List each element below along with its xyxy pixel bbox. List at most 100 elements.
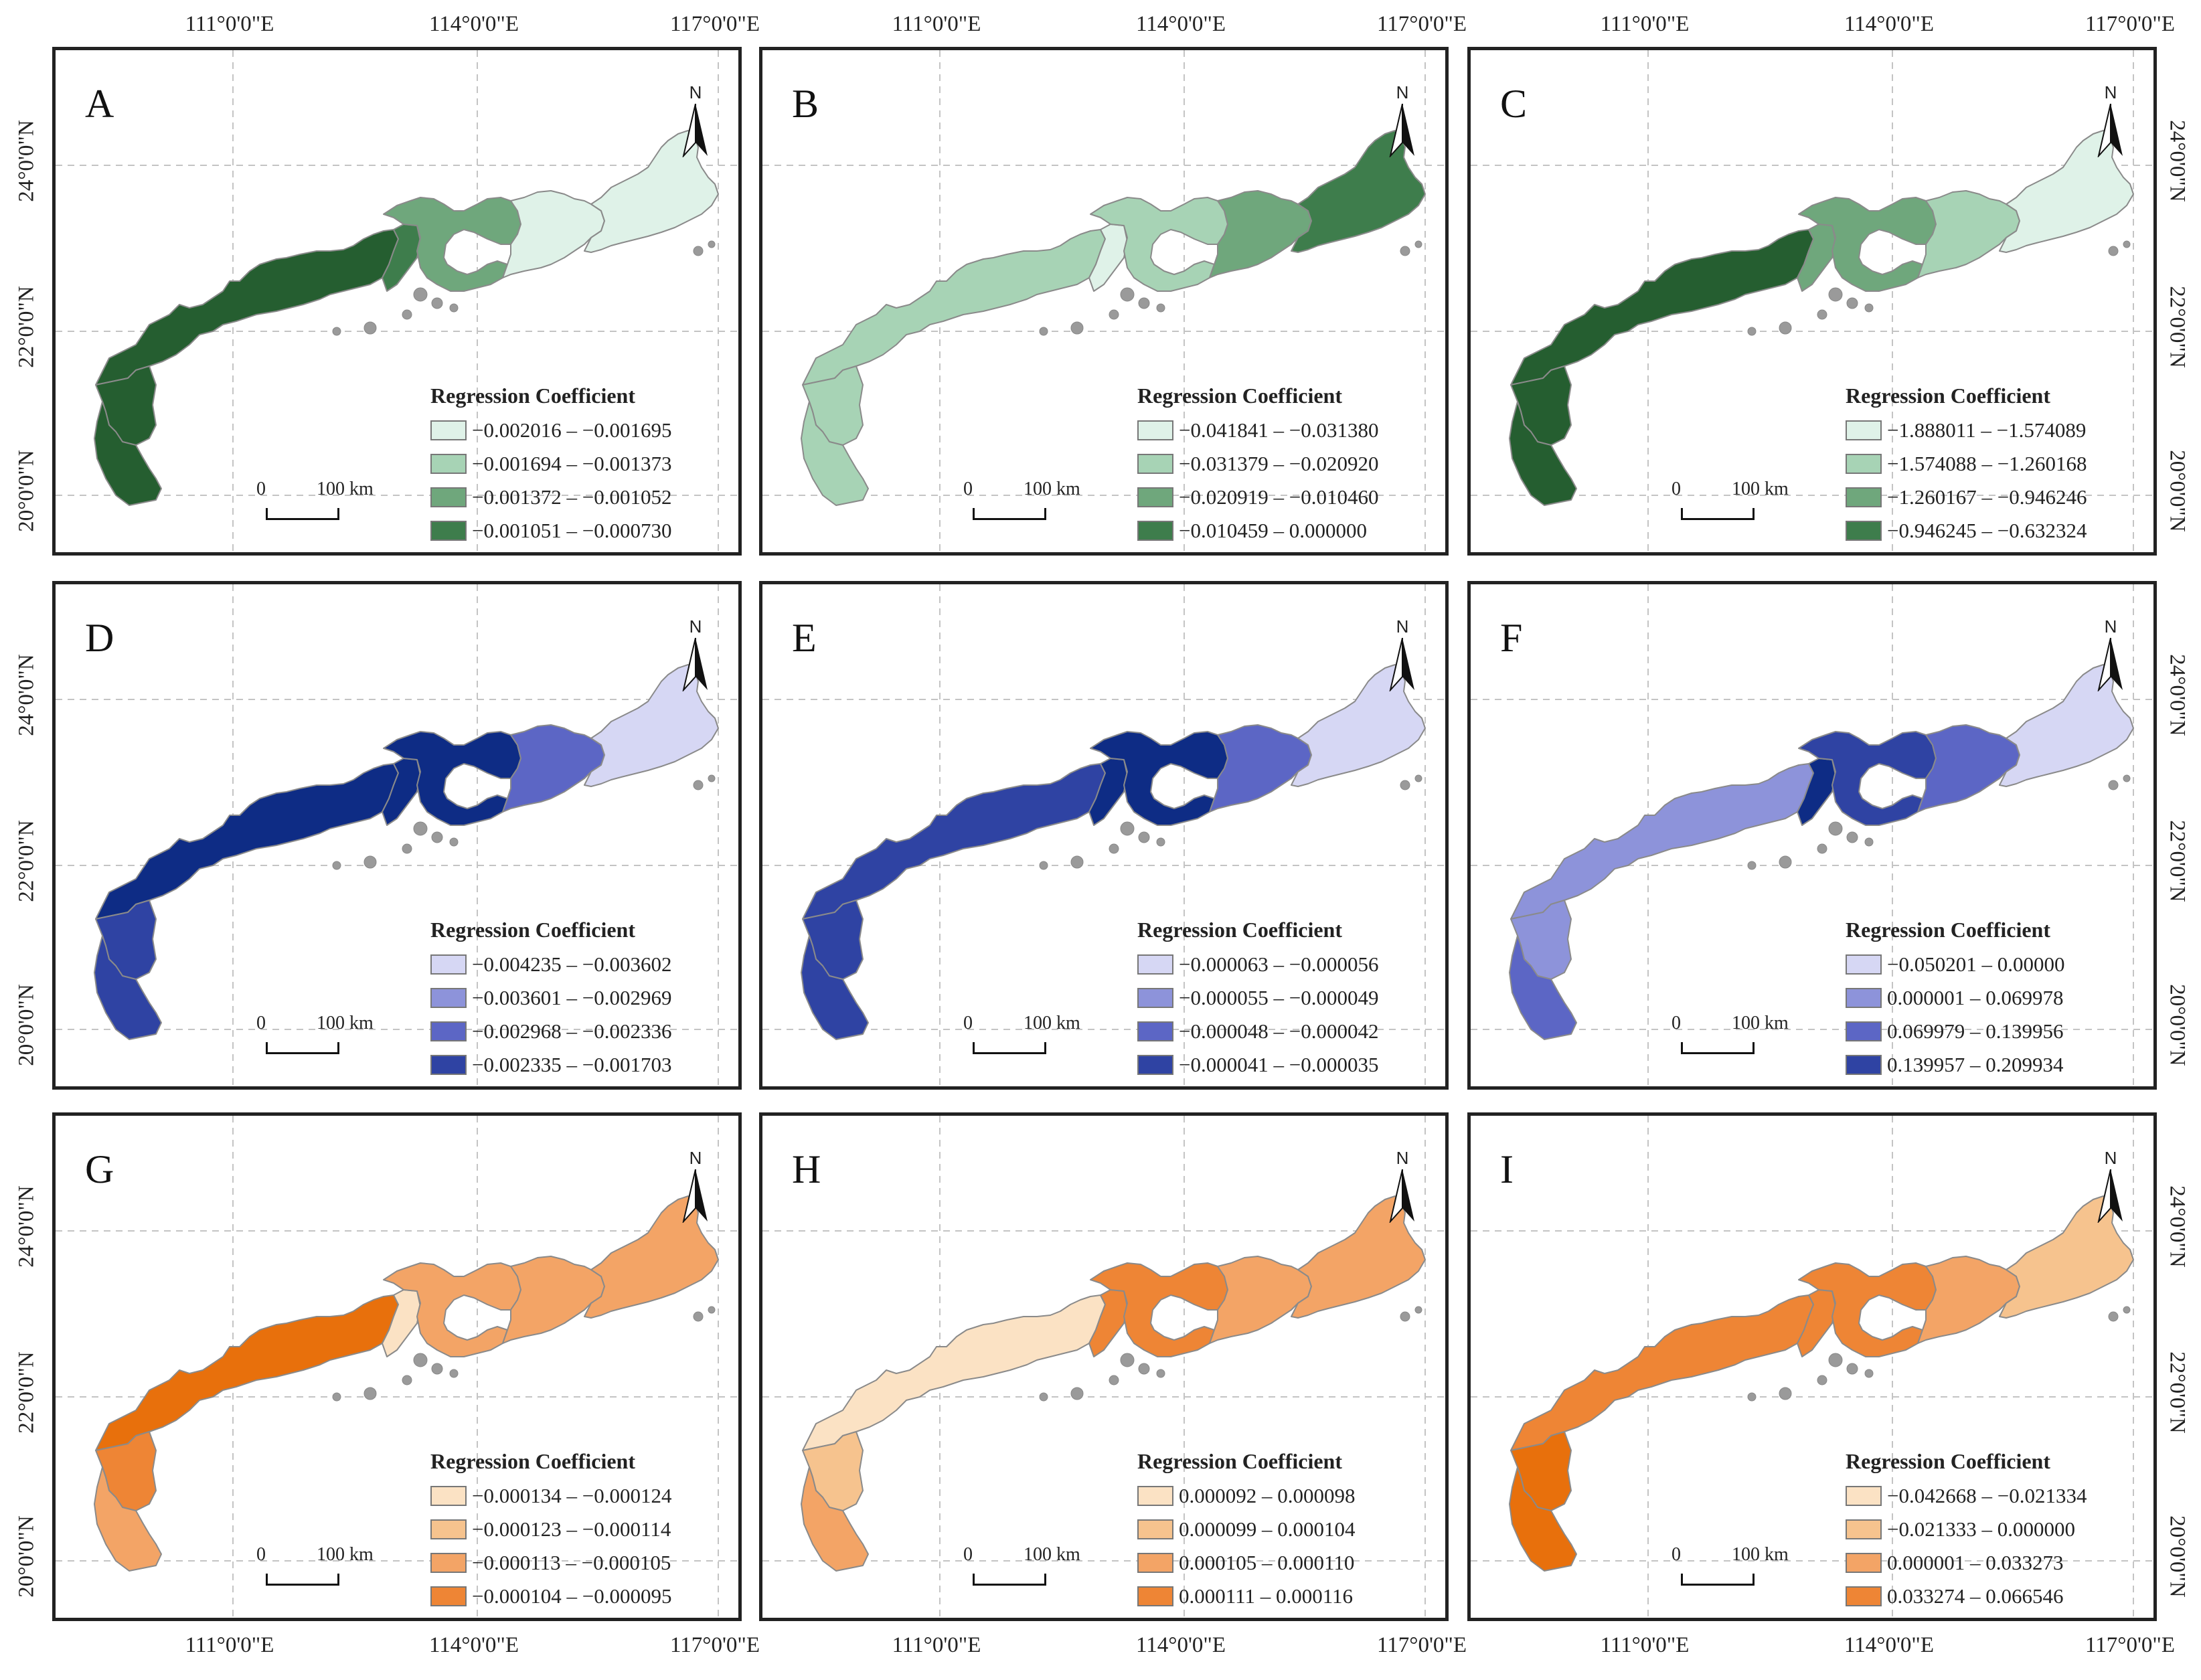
island: [1828, 821, 1843, 836]
island: [2108, 780, 2119, 790]
legend-swatch: [1137, 554, 1173, 556]
north-arrow-icon: N: [1384, 616, 1421, 697]
legend-class-label: 0.000111 – 0.000116: [1179, 1584, 1354, 1608]
scale-distance-label: 100 km: [1024, 1544, 1080, 1565]
scale-zero-label: 0: [1672, 1544, 1681, 1565]
legend-title: Regression Coefficient: [430, 384, 635, 408]
panel-letter: E: [792, 616, 817, 660]
legend-row: −0.001051 – −0.000730: [430, 514, 671, 548]
legend-swatch: [430, 1586, 467, 1606]
latitude-label-right: 24°0'0"N: [2165, 1185, 2190, 1268]
island: [2123, 1306, 2131, 1314]
longitude-label-top: 114°0'0"E: [428, 12, 519, 36]
island: [413, 287, 428, 302]
island: [1039, 861, 1048, 870]
region-zone-7: [584, 664, 719, 787]
scale-bar-line: [1681, 1574, 1755, 1586]
island: [1747, 1392, 1757, 1402]
scale-zero-label: 0: [256, 1013, 266, 1033]
region-zone-1: [95, 1294, 399, 1451]
legend-row: −0.001702 – −0.001070: [430, 1082, 671, 1090]
legend-row: −0.031379 – −0.020920: [1137, 447, 1378, 481]
map-panel-a: A N Regression Coefficient −0.002016 – −0.0…: [52, 47, 742, 556]
legend-class-label: −0.021333 – 0.000000: [1887, 1517, 2075, 1541]
legend-swatch: [1846, 1088, 1882, 1090]
region-zone-5: [1090, 197, 1228, 292]
region-zone-5: [1798, 731, 1937, 826]
legend-row: −0.003601 – −0.002969: [430, 981, 671, 1015]
map-panel-d: D N Regression Coefficient −0.004235 – −0.0…: [52, 581, 742, 1090]
legend-swatch: [430, 1088, 467, 1090]
legend-row: −0.041841 – −0.031380: [1137, 414, 1378, 447]
island: [1414, 240, 1422, 248]
north-arrow-icon: [1389, 638, 1414, 691]
scale-bar: 0 100 km: [256, 1013, 374, 1060]
legend-swatch: [1846, 1021, 1882, 1041]
legend-row: −0.632323 – −0.318403: [1846, 548, 2087, 552]
scale-bar: 0 100 km: [1672, 1013, 1789, 1060]
region-zone-6: [1917, 190, 2020, 278]
north-label: N: [2104, 1148, 2117, 1168]
region-zone-6: [1917, 724, 2020, 813]
map-canvas: [56, 50, 738, 552]
legend-row: −0.000104 – −0.000095: [430, 1580, 671, 1613]
scale-zero-label: 0: [963, 479, 973, 499]
map-panel-c: C N Regression Coefficient −1.888011 – −1.5…: [1467, 47, 2157, 556]
region-zone-5: [1090, 731, 1228, 826]
legend-swatch: [1137, 1519, 1173, 1539]
island: [1414, 1306, 1422, 1314]
legend-class-label: −0.010459 – 0.000000: [1179, 519, 1367, 542]
north-arrow-icon: N: [677, 1148, 714, 1228]
region-zone-7: [1291, 664, 1426, 787]
map-canvas: [56, 1116, 738, 1618]
scale-distance-label: 100 km: [317, 479, 374, 499]
region-zone-5: [1090, 1262, 1228, 1357]
legend-row: −0.000034 – −0.000028: [1137, 1082, 1378, 1086]
map-panel-h: H N Regression Coefficient 0.000092 – 0.000…: [759, 1112, 1449, 1621]
legend-swatch: [430, 454, 467, 474]
legend-class-label: −0.001694 – −0.001373: [472, 452, 672, 475]
legend-row: −0.050201 – 0.00000: [1846, 948, 2064, 981]
longitude-label-bottom: 114°0'0"E: [1135, 1633, 1226, 1657]
legend-row: 0.000105 – 0.000110: [1137, 1546, 1356, 1580]
legend-class-label: −0.004235 – −0.003602: [472, 952, 672, 976]
longitude-label-top: 114°0'0"E: [1844, 12, 1935, 36]
island: [1817, 1375, 1827, 1385]
legend-row: 0.209935 – 0.279913: [1846, 1082, 2064, 1090]
island: [1779, 855, 1792, 869]
legend-swatch: [1137, 1620, 1173, 1621]
north-arrow-icon: N: [2092, 82, 2129, 163]
longitude-label-bottom: 111°0'0"E: [1600, 1633, 1690, 1657]
legend-class-label: −0.020919 – −0.010460: [1179, 485, 1379, 509]
island: [1138, 1363, 1150, 1375]
legend-class-label: −0.000134 – −0.000124: [472, 1484, 672, 1507]
island: [402, 843, 412, 854]
legend-row: −0.000123 – −0.000114: [430, 1513, 671, 1546]
longitude-label-top: 117°0'0"E: [2085, 12, 2176, 36]
north-arrow-icon: [1389, 104, 1414, 157]
region-zone-1: [802, 763, 1106, 920]
region-zone-1: [802, 1294, 1106, 1451]
island: [1120, 821, 1135, 836]
legend-class-label: −0.042668 – −0.021334: [1887, 1484, 2087, 1507]
legend-title: Regression Coefficient: [1846, 384, 2050, 408]
latitude-label-left: 20°0'0"N: [14, 1515, 39, 1598]
legend-swatch: [1137, 1021, 1173, 1041]
region-zone-5: [1798, 197, 1937, 292]
legend-class-label: 0.139957 – 0.209934: [1887, 1053, 2064, 1076]
panel-letter: B: [792, 82, 819, 126]
island: [1109, 309, 1119, 320]
scale-distance-label: 100 km: [1024, 479, 1080, 499]
legend: Regression Coefficient −0.000063 – −0.000…: [1137, 918, 1378, 1086]
map-panel-f: F N Regression Coefficient −0.050201 – 0.00…: [1467, 581, 2157, 1090]
legend-swatch: [430, 1021, 467, 1041]
island: [1779, 1387, 1792, 1400]
island: [332, 861, 341, 870]
legend-class-label: 0.000099 – 0.000104: [1179, 1517, 1356, 1541]
legend-swatch: [1846, 1486, 1882, 1506]
north-arrow-icon: [2097, 1169, 2123, 1223]
legend-class-label: −0.000094 – −0.000086: [472, 1618, 671, 1621]
legend-row: −0.001372 – −0.001052: [430, 481, 671, 514]
region-zone-7: [1291, 130, 1426, 253]
longitude-label-top: 111°0'0"E: [892, 12, 981, 36]
